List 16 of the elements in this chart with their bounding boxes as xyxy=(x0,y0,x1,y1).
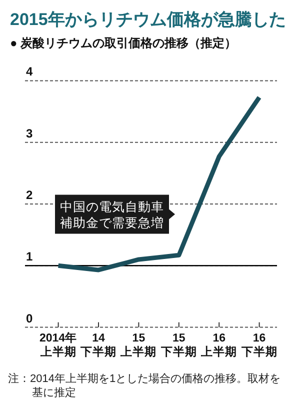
x-tick-label: 14下半期 xyxy=(80,332,116,358)
y-tick-label: 3 xyxy=(26,126,33,140)
y-tick-label: 0 xyxy=(26,311,33,326)
x-tick-label: 16下半期 xyxy=(240,332,278,358)
y-tick-label: 4 xyxy=(26,64,33,79)
chart-title: 2015年からリチウム価格が急騰した xyxy=(10,10,286,29)
text: 注：2014年上半期を1とした場合の価格の推移。取材を基に推定 xyxy=(8,372,282,400)
x-tick-label: 15下半期 xyxy=(160,332,197,358)
callout: 中国の電気自動車補助金で需要急増 xyxy=(55,194,175,234)
annotation: 中国の電気自動車補助金で需要急増 xyxy=(60,200,164,230)
chart-subtitle: ● 炭酸リチウムの取引価格の推移（推定） xyxy=(10,36,237,50)
y-tick-label: 1 xyxy=(26,250,33,264)
x-tick-label: 16上半期 xyxy=(200,332,238,358)
x-tick-label: 15上半期 xyxy=(120,332,157,358)
x-tick-label: 2014年上半期 xyxy=(39,330,78,358)
y-tick-label: 2 xyxy=(26,188,33,202)
